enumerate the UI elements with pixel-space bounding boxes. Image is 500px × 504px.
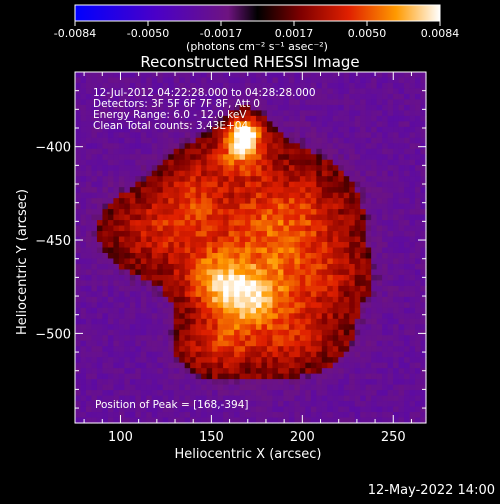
x-tick-label: 200: [290, 430, 315, 445]
colorbar-ticks: -0.0084 -0.0050 -0.0017 0.0017 0.0050 0.0084: [54, 21, 459, 40]
x-tick-label: 150: [199, 430, 224, 445]
plot-axes: 100 150 200 250 −400 −450 −500: [35, 71, 426, 445]
y-tick-label: −500: [35, 327, 71, 342]
heatmap-image: [75, 72, 427, 424]
colorbar-tick-label: 0.0017: [275, 27, 314, 40]
annotation-peak-position: Position of Peak = [168,-394]: [95, 399, 249, 411]
colorbar-tick-label: -0.0084: [54, 27, 96, 40]
y-tick-label: −450: [35, 234, 71, 249]
x-axis-title: Heliocentric X (arcsec): [175, 447, 322, 462]
colorbar-tick-label: -0.0050: [127, 27, 169, 40]
colorbar-tick-label: 0.0050: [348, 27, 387, 40]
y-tick-label: −400: [35, 141, 71, 156]
y-axis-title: Heliocentric Y (arcsec): [15, 189, 30, 335]
colorbar-tick-label: -0.0017: [200, 27, 242, 40]
colorbar-tick-label: 0.0084: [421, 27, 460, 40]
annotation-detectors: Detectors: 3F 5F 6F 7F 8F, Att 0: [93, 98, 260, 110]
annotation-energy-range: Energy Range: 6.0 - 12.0 keV: [93, 109, 247, 121]
colorbar-unit-label: (photons cm⁻² s⁻¹ asec⁻²): [186, 40, 328, 53]
x-tick-label: 250: [381, 430, 406, 445]
annotation-total-counts: Clean Total counts: 3.43E+04: [93, 120, 248, 132]
annotation-time-range: 12-Jul-2012 04:22:28.000 to 04:28:28.000: [93, 87, 316, 99]
colorbar: [74, 4, 441, 22]
plot-frame: [74, 71, 427, 424]
x-tick-label: 100: [108, 430, 133, 445]
date-stamp: 12-May-2022 14:00: [368, 483, 495, 498]
chart-title: Reconstructed RHESSI Image: [140, 53, 359, 71]
